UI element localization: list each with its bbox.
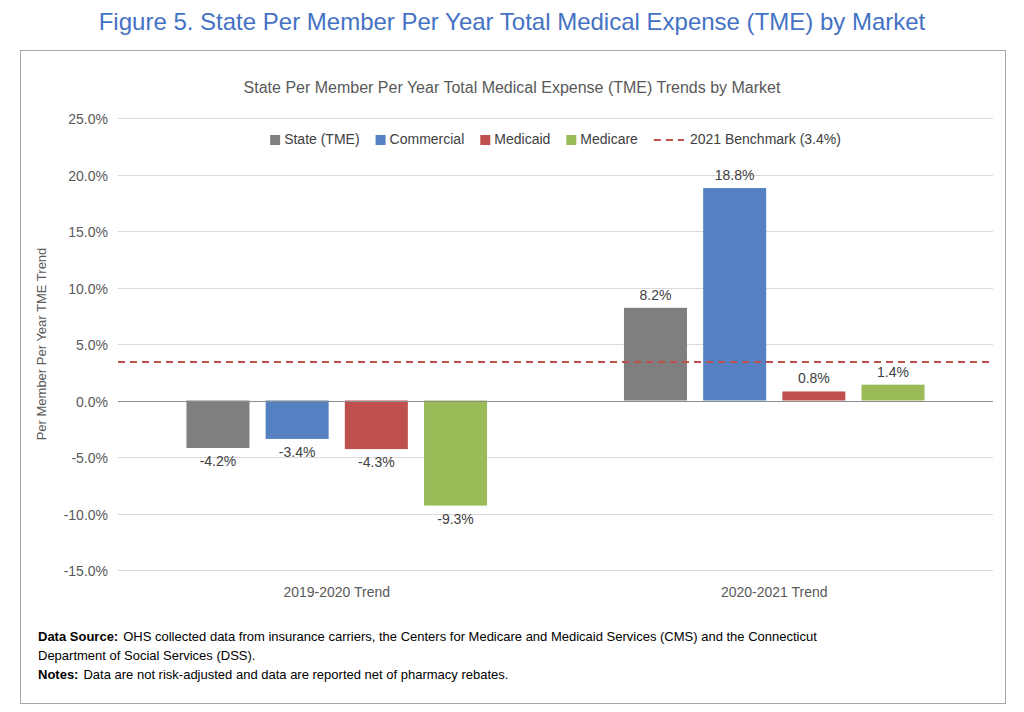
data-label: -3.4% xyxy=(279,444,316,460)
y-tick-label: -15.0% xyxy=(64,563,108,579)
note-text: OHS collected data from insurance carrie… xyxy=(123,629,817,644)
data-label: 18.8% xyxy=(715,167,755,183)
legend: State (TME) Commercial Medicaid Medicare 202… xyxy=(270,131,841,147)
bar xyxy=(862,385,925,401)
frame xyxy=(21,51,1006,704)
data-label: 8.2% xyxy=(640,287,672,303)
chart-title: State Per Member Per Year Total Medical … xyxy=(244,79,781,96)
note-text: Data are not risk-adjusted and data are … xyxy=(83,667,508,682)
category-label: 2019-2020 Trend xyxy=(283,584,390,600)
bar xyxy=(266,401,329,439)
y-tick-label: 15.0% xyxy=(68,224,108,240)
bar xyxy=(345,401,408,450)
y-tick-label: 0.0% xyxy=(76,394,108,410)
legend-label: State (TME) xyxy=(284,131,359,147)
y-tick-label: 5.0% xyxy=(76,337,108,353)
legend-swatch xyxy=(480,135,490,145)
category-label: 2020-2021 Trend xyxy=(721,584,828,600)
grid-line xyxy=(118,344,993,345)
legend-label: Medicaid xyxy=(494,131,550,147)
y-tick-label: -10.0% xyxy=(64,507,108,523)
legend-swatch xyxy=(566,135,576,145)
legend-label: 2021 Benchmark (3.4%) xyxy=(690,131,841,147)
y-tick-label: -5.0% xyxy=(71,450,108,466)
bar xyxy=(703,188,766,400)
data-label: 0.8% xyxy=(798,370,830,386)
grid-line xyxy=(118,288,993,289)
grid-line xyxy=(118,231,993,232)
grid-line xyxy=(118,570,993,571)
bar xyxy=(424,401,487,506)
legend-swatch xyxy=(376,135,386,145)
labels: -4.2% -3.4% -4.3% -9.3% 8.2% 18.8% 0.8% 1.4% xyxy=(200,167,909,527)
grid-line xyxy=(118,457,993,458)
grid-line xyxy=(118,401,993,402)
grid-line xyxy=(118,118,993,119)
benchmark-line xyxy=(118,361,993,363)
figure-heading: Figure 5. State Per Member Per Year Tota… xyxy=(99,8,926,35)
note-line: Data Source: OHS collected data from insu… xyxy=(38,629,817,644)
grid-line xyxy=(118,175,993,176)
note-line: Department of Social Services (DSS). xyxy=(38,648,255,663)
y-tick-label: 25.0% xyxy=(68,111,108,127)
y-axis-label: Per Member Per Year TME Trend xyxy=(34,248,49,441)
data-label: -4.2% xyxy=(200,453,237,469)
marks xyxy=(118,188,993,506)
note-label: Data Source: xyxy=(38,629,118,644)
bar xyxy=(782,391,845,400)
legend-swatch xyxy=(270,135,280,145)
y-tick-label: 20.0% xyxy=(68,168,108,184)
legend-label: Commercial xyxy=(390,131,465,147)
data-label: -9.3% xyxy=(437,511,474,527)
grid-line xyxy=(118,514,993,515)
data-label: -4.3% xyxy=(358,454,395,470)
figure: Figure 5. State Per Member Per Year Tota… xyxy=(0,0,1024,712)
bar xyxy=(624,308,687,401)
data-label: 1.4% xyxy=(877,364,909,380)
category-axis xyxy=(118,401,993,402)
bar xyxy=(186,401,249,448)
note-label: Notes: xyxy=(38,667,78,682)
y-tick-label: 10.0% xyxy=(68,281,108,297)
legend-swatch xyxy=(654,139,684,141)
legend-label: Medicare xyxy=(580,131,638,147)
note-line: Notes: Data are not risk-adjusted and dat… xyxy=(38,667,508,682)
